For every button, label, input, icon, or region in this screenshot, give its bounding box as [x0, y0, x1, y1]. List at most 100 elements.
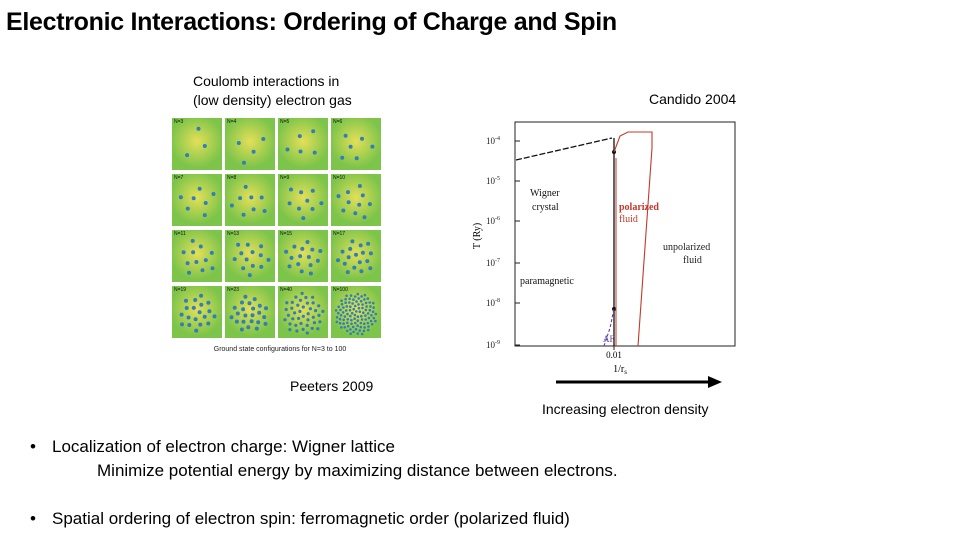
config-cell: N=100 [331, 286, 381, 338]
electron-dot [365, 305, 368, 308]
y-tick-4: 10-7 [486, 258, 500, 268]
electron-dot [181, 250, 186, 255]
config-cell: N=13 [225, 230, 275, 282]
electron-dot [346, 200, 351, 205]
electron-dot [259, 195, 264, 200]
electron-dot [348, 301, 351, 304]
electron-dot [317, 313, 321, 317]
electron-dot [364, 318, 367, 321]
electron-dot [371, 310, 375, 313]
electron-dot [198, 322, 203, 327]
config-cell: N=17 [331, 230, 381, 282]
electron-dot [241, 307, 246, 312]
electron-dot [287, 264, 292, 269]
electron-dot [196, 126, 201, 131]
electron-dot [336, 258, 340, 263]
electron-dot [289, 187, 293, 192]
y-tick-2: 10-5 [486, 176, 500, 186]
electron-dot [310, 207, 315, 211]
electron-dot [264, 306, 268, 311]
electron-dot [247, 301, 252, 306]
plot-frame [514, 121, 736, 347]
electron-dot [343, 315, 347, 318]
config-cell-label: N=15 [280, 231, 293, 237]
electron-dot [311, 315, 315, 319]
electron-dot [366, 297, 370, 300]
electron-dot [243, 184, 248, 189]
electron-dot [301, 305, 305, 309]
electron-dot [370, 314, 373, 317]
electron-dot [372, 316, 376, 320]
electron-dot [337, 305, 340, 309]
electron-dot [308, 307, 312, 311]
y-tick-5: 10-8 [486, 298, 500, 308]
electron-dot [338, 321, 342, 325]
electron-dot [298, 298, 303, 302]
electron-dot [366, 321, 370, 325]
unpolarized-label: unpolarized [663, 242, 710, 253]
electron-dot [349, 332, 352, 335]
electron-dot [305, 323, 309, 327]
electron-dot [306, 318, 310, 322]
electron-dot [353, 313, 357, 317]
electron-dot [249, 195, 254, 200]
electron-dot [194, 260, 199, 264]
electron-dots [287, 187, 324, 221]
electron-dot [359, 299, 363, 303]
bullet-marker: • [30, 509, 36, 528]
electron-dot [298, 149, 303, 154]
electron-dot [344, 297, 347, 301]
electron-dot [349, 314, 352, 318]
y-ticks: 10-4 10-5 10-6 10-7 10-8 10-9 [486, 136, 500, 350]
unpolarized-fluid-label: fluid [683, 255, 702, 266]
electron-dot [363, 298, 366, 301]
electron-dots [185, 126, 207, 158]
electron-dot [301, 327, 305, 331]
config-cell: N=5 [278, 118, 328, 170]
electron-dot [342, 261, 347, 266]
electron-dot [243, 313, 248, 318]
electron-dot [344, 301, 347, 304]
electron-dot [367, 202, 372, 207]
electron-dot [300, 291, 304, 295]
y-tick-3: 10-6 [486, 216, 500, 226]
electron-dot [261, 137, 266, 141]
electron-dot [346, 190, 350, 195]
config-cell-label: N=100 [333, 287, 348, 293]
region-labels: Wigner crystal polarized fluid unpolariz… [520, 188, 710, 344]
electron-dot [355, 300, 358, 303]
electron-dots [334, 292, 378, 336]
y-tick-1: 10-4 [486, 136, 500, 146]
tick-marks [515, 140, 520, 346]
electron-dot [338, 317, 342, 321]
electron-dots [232, 242, 271, 278]
electron-dot [297, 134, 302, 139]
config-cell: N=6 [331, 118, 381, 170]
config-cell-label: N=13 [227, 231, 240, 237]
bullet-charge-subtext: Minimize potential energy by maximizing … [97, 461, 618, 480]
electron-dot [367, 316, 371, 320]
config-cell-label: N=8 [227, 175, 237, 181]
electron-dot [369, 319, 373, 323]
electron-dot [306, 255, 311, 259]
electron-dots [284, 240, 323, 276]
electron-dot [312, 150, 317, 155]
electron-dot [353, 211, 358, 216]
config-cell-label: N=40 [280, 287, 293, 293]
electron-dot [287, 201, 292, 206]
electron-dot [357, 303, 360, 306]
electron-dot [297, 206, 301, 211]
electron-dot [241, 212, 246, 217]
config-cell-label: N=17 [333, 231, 346, 237]
electron-dot [256, 320, 261, 325]
electron-dot [194, 328, 199, 333]
electron-dot [288, 328, 292, 332]
electron-dot [360, 318, 364, 321]
electron-dot [360, 193, 365, 198]
electron-dot [191, 196, 196, 201]
electron-dot [352, 330, 355, 334]
electron-dot [369, 305, 372, 308]
electron-dot [345, 294, 348, 298]
config-cell: N=19 [172, 286, 222, 338]
electron-dot [346, 312, 349, 316]
